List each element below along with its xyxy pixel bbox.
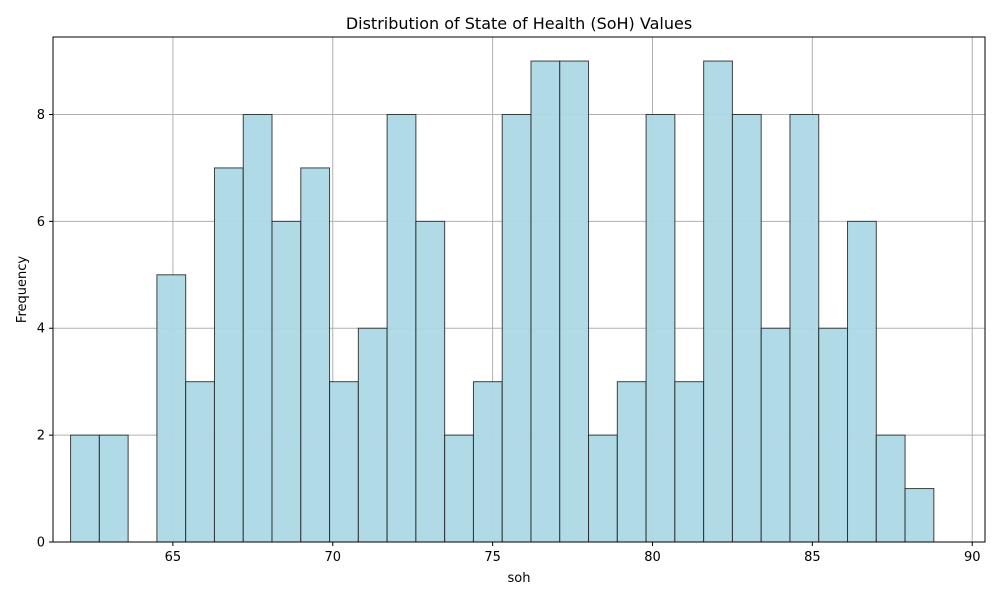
x-tick-label: 85 (804, 550, 821, 565)
histogram-bar (875, 434, 906, 543)
histogram-bar (472, 381, 503, 543)
x-tick-label: 70 (324, 550, 341, 565)
histogram-bar (674, 381, 705, 543)
histogram-bar (444, 434, 474, 543)
x-axis-label: soh (508, 571, 531, 586)
histogram-bar (98, 434, 129, 543)
chart-title: Distribution of State of Health (SoH) Va… (346, 14, 692, 33)
histogram-bar (789, 113, 820, 543)
histogram-bar (760, 327, 791, 543)
histogram-bar (731, 113, 762, 543)
histogram-bar (645, 113, 676, 543)
x-tick-label: 65 (165, 550, 182, 565)
axis-ticks: 65 70 75 80 85 90 0 2 4 6 8 (37, 108, 981, 565)
histogram-bar (588, 434, 618, 543)
histogram-bar (329, 381, 359, 543)
y-tick-label: 8 (37, 108, 45, 123)
histogram-bar (818, 327, 849, 543)
x-tick-label: 90 (964, 550, 981, 565)
histogram-bar (386, 113, 417, 543)
histogram-bar (357, 327, 388, 543)
histogram-bar (559, 60, 590, 543)
y-tick-label: 4 (37, 322, 45, 337)
histogram-bar (70, 434, 100, 543)
histogram-bar (904, 488, 935, 543)
y-tick-label: 0 (37, 536, 45, 551)
histogram-bar (156, 274, 187, 543)
histogram-bar (616, 381, 647, 543)
histogram-bar (501, 113, 532, 543)
histogram-bar (213, 167, 244, 543)
y-axis-label: Frequency (15, 256, 30, 323)
plot-frame (52, 36, 986, 543)
histogram-bar (703, 60, 733, 543)
histogram-bar (847, 220, 877, 543)
histogram-bar (185, 381, 215, 543)
y-tick-label: 6 (37, 215, 45, 230)
histogram-bar (415, 220, 446, 543)
x-tick-label: 80 (644, 550, 661, 565)
histogram-bar (242, 113, 273, 543)
histogram-bars (70, 60, 935, 543)
x-tick-label: 75 (484, 550, 501, 565)
histogram-bar (271, 220, 302, 543)
histogram-bar (530, 60, 561, 543)
y-tick-label: 2 (37, 429, 45, 444)
histogram-bar (300, 167, 331, 543)
